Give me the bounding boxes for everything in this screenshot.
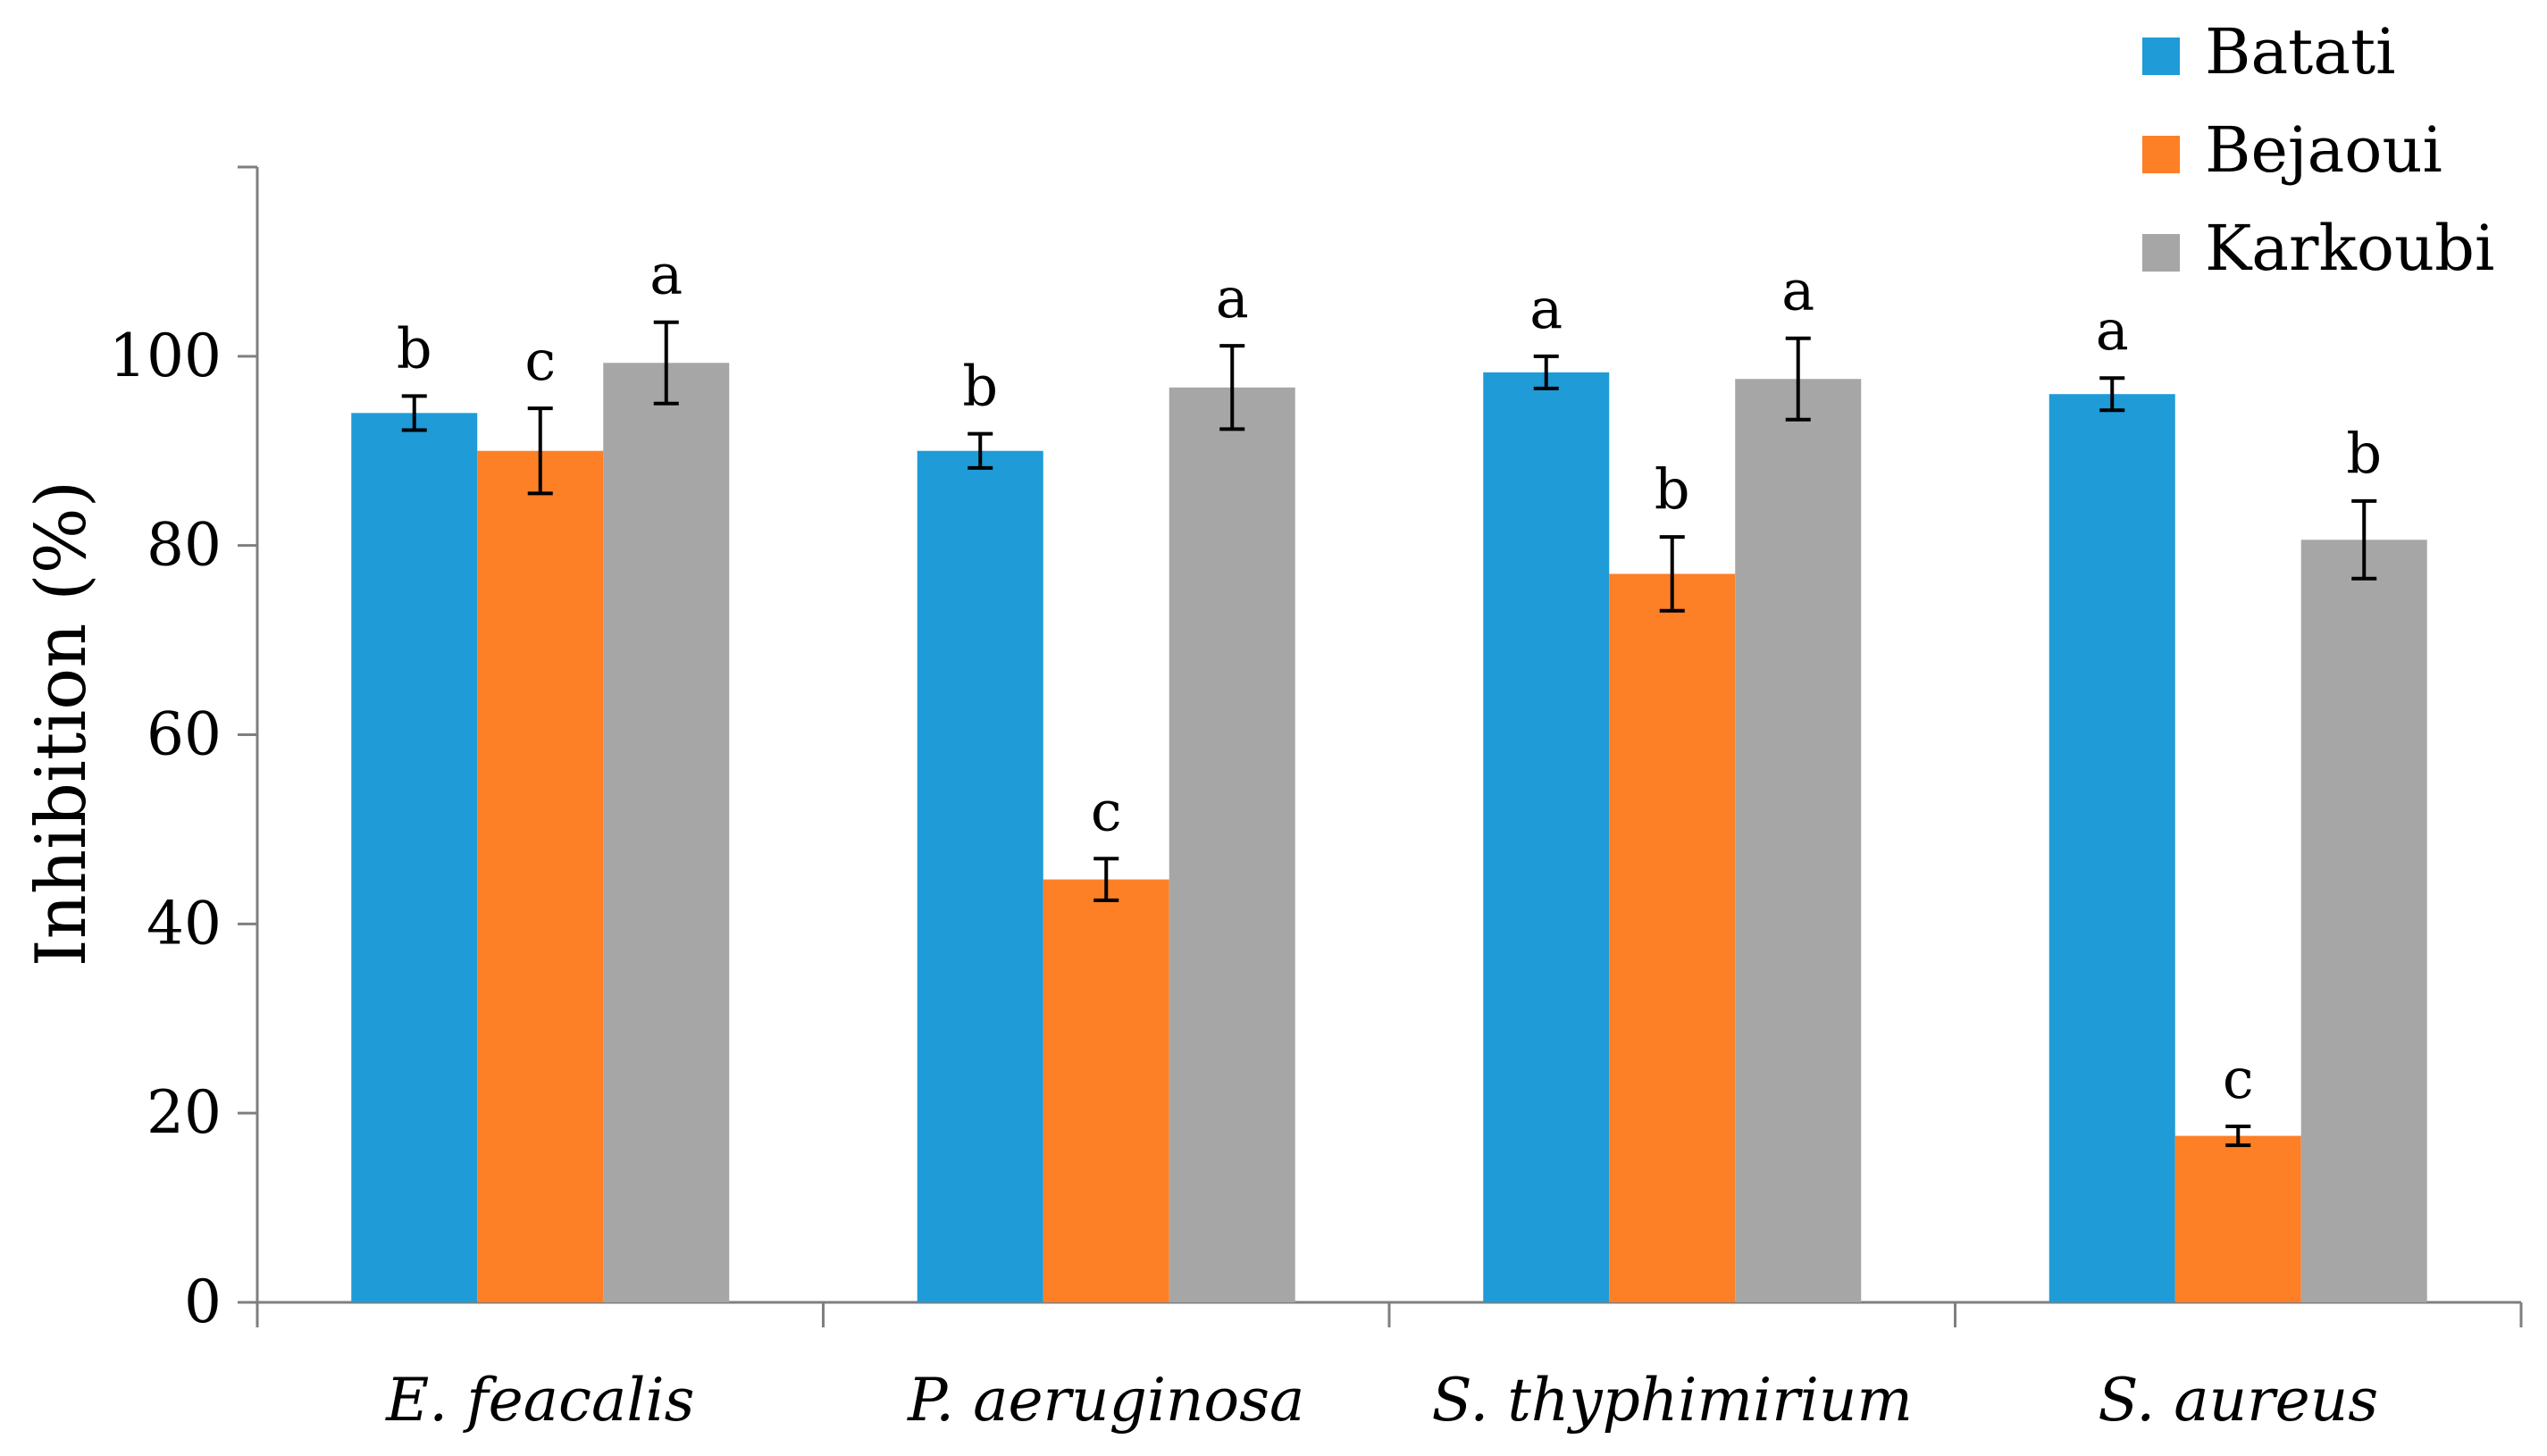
bar [2174, 1135, 2301, 1302]
y-tick-label: 0 [184, 1268, 222, 1336]
y-tick-label: 80 [147, 511, 222, 580]
category-label: P. aeruginosa [907, 1366, 1304, 1435]
bar [2048, 394, 2175, 1302]
legend-swatch [2142, 38, 2180, 75]
legend-swatch [2142, 136, 2180, 173]
category-label: S. thyphimirium [1432, 1366, 1913, 1435]
bar [2300, 540, 2427, 1302]
significance-letter: a [1216, 265, 1249, 331]
significance-letter: c [1091, 778, 1122, 843]
bar [1169, 387, 1295, 1302]
bar [1735, 379, 1862, 1303]
y-tick-label: 100 [109, 322, 222, 390]
significance-letter: b [397, 315, 432, 381]
legend-label: Bejaoui [2205, 113, 2442, 187]
significance-letter: c [524, 328, 556, 393]
significance-letter: a [1781, 258, 1814, 323]
significance-letter: a [649, 242, 683, 307]
significance-letter: b [1655, 456, 1690, 522]
plot-area: 0 20 40 60 80 100 E. feacalis P. aeruginosa S. t… [109, 165, 2523, 1435]
significance-letter: a [1529, 276, 1563, 341]
category-label: E. feacalis [385, 1366, 694, 1435]
significance-letter: b [2346, 421, 2382, 486]
legend: Batati Bejaoui Karkoubi [2142, 15, 2494, 285]
y-axis-label: Inhibition (%) [21, 481, 102, 966]
bar [477, 450, 604, 1302]
legend-label: Karkoubi [2205, 212, 2494, 285]
significance-letter: c [2223, 1046, 2254, 1111]
bar [1043, 879, 1169, 1302]
bar [351, 413, 478, 1303]
legend-label: Batati [2205, 15, 2396, 88]
bar [1609, 573, 1736, 1302]
bar [1483, 372, 1610, 1303]
significance-letter: b [962, 354, 998, 419]
y-tick-label: 20 [147, 1078, 222, 1147]
y-tick-label: 60 [147, 700, 222, 769]
y-tick-label: 40 [147, 889, 222, 958]
bar [917, 450, 1043, 1302]
significance-letter: a [2096, 297, 2129, 363]
bar [603, 363, 730, 1302]
category-label: S. aureus [2098, 1366, 2378, 1435]
legend-swatch [2142, 234, 2180, 272]
